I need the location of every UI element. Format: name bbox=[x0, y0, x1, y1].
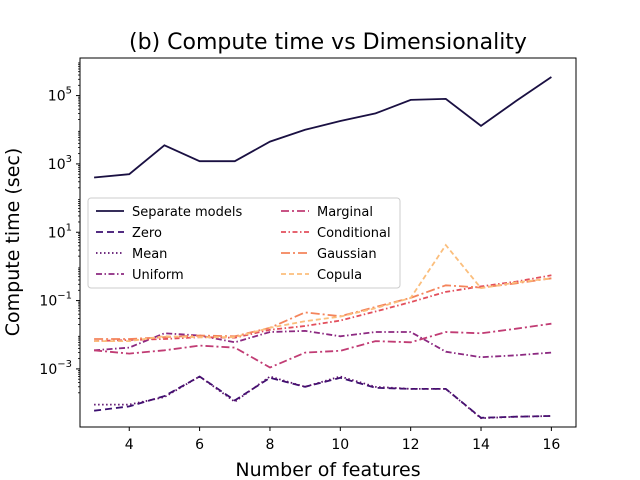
y-axis-ticks: 105 103 101 10−1 10−3 bbox=[39, 62, 80, 394]
series-line-3 bbox=[94, 375, 552, 420]
legend-label: Conditional bbox=[317, 226, 391, 241]
y-tick-label: 103 bbox=[48, 154, 72, 173]
x-tick-label: 16 bbox=[542, 437, 560, 453]
x-tick-label: 10 bbox=[331, 437, 349, 453]
y-tick-label: 105 bbox=[48, 86, 72, 105]
x-tick-label: 4 bbox=[125, 437, 134, 453]
series-line-5 bbox=[94, 322, 552, 369]
chart-title: (b) Compute time vs Dimensionality bbox=[129, 30, 527, 55]
y-tick-label: 101 bbox=[48, 222, 72, 241]
legend-label: Zero bbox=[132, 226, 162, 241]
series-layer bbox=[93, 76, 552, 420]
series-line-1 bbox=[94, 76, 552, 179]
y-tick-label: 10−1 bbox=[39, 291, 72, 310]
series-line-8 bbox=[94, 243, 552, 343]
legend-label: Mean bbox=[132, 247, 167, 262]
legend-label: Gaussian bbox=[317, 247, 377, 262]
legend-label: Marginal bbox=[317, 205, 373, 220]
series-line-2 bbox=[93, 375, 552, 419]
x-tick-label: 8 bbox=[265, 437, 274, 453]
x-axis-label: Number of features bbox=[235, 459, 420, 480]
x-axis-ticks: 4 6 8 10 12 14 16 bbox=[125, 427, 560, 453]
series-line-4 bbox=[94, 329, 552, 359]
x-tick-label: 12 bbox=[402, 437, 420, 453]
y-tick-label: 10−3 bbox=[39, 359, 72, 378]
legend-label: Copula bbox=[317, 268, 362, 283]
x-tick-label: 6 bbox=[195, 437, 204, 453]
legend: Separate models Zero Mean Uniform Marginal Co… bbox=[87, 197, 401, 289]
y-axis-label: Compute time (sec) bbox=[2, 148, 24, 337]
legend-box bbox=[87, 197, 401, 289]
legend-label: Separate models bbox=[132, 205, 242, 220]
x-tick-label: 14 bbox=[472, 437, 490, 453]
legend-label: Uniform bbox=[132, 268, 184, 283]
